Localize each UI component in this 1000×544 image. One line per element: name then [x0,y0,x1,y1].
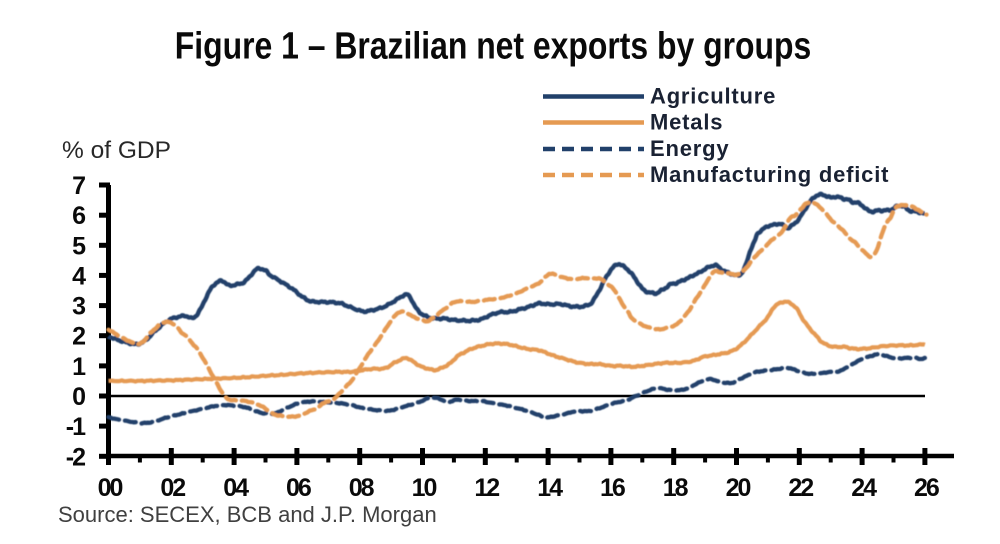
svg-text:24: 24 [851,474,877,502]
svg-text:0: 0 [72,383,85,411]
svg-text:08: 08 [349,474,375,502]
svg-text:10: 10 [412,474,437,502]
svg-text:Manufacturing deficit: Manufacturing deficit [650,162,889,187]
svg-text:Agriculture: Agriculture [650,83,776,108]
svg-text:Figure 1 – Brazilian net expor: Figure 1 – Brazilian net exports by grou… [175,25,812,67]
svg-text:-1: -1 [66,413,86,441]
svg-text:% of GDP: % of GDP [62,137,171,164]
svg-text:4: 4 [72,262,86,290]
svg-text:02: 02 [160,474,185,502]
svg-text:20: 20 [726,474,751,502]
svg-text:04: 04 [223,474,249,502]
svg-text:5: 5 [72,232,86,260]
svg-text:7: 7 [72,172,85,200]
svg-text:1: 1 [72,353,86,381]
svg-text:6: 6 [72,202,85,230]
svg-text:00: 00 [98,474,123,502]
svg-text:16: 16 [600,474,625,502]
svg-text:2: 2 [72,323,85,351]
svg-text:14: 14 [537,474,563,502]
svg-text:Metals: Metals [650,109,723,134]
svg-text:12: 12 [474,474,499,502]
svg-text:18: 18 [663,474,689,502]
svg-text:26: 26 [914,474,939,502]
svg-text:22: 22 [788,474,813,502]
svg-text:Source: SECEX, BCB and J.P. Mo: Source: SECEX, BCB and J.P. Morgan [58,502,437,527]
svg-text:-2: -2 [66,443,85,471]
svg-text:3: 3 [72,293,85,321]
svg-text:Energy: Energy [650,136,729,161]
svg-text:06: 06 [286,474,311,502]
